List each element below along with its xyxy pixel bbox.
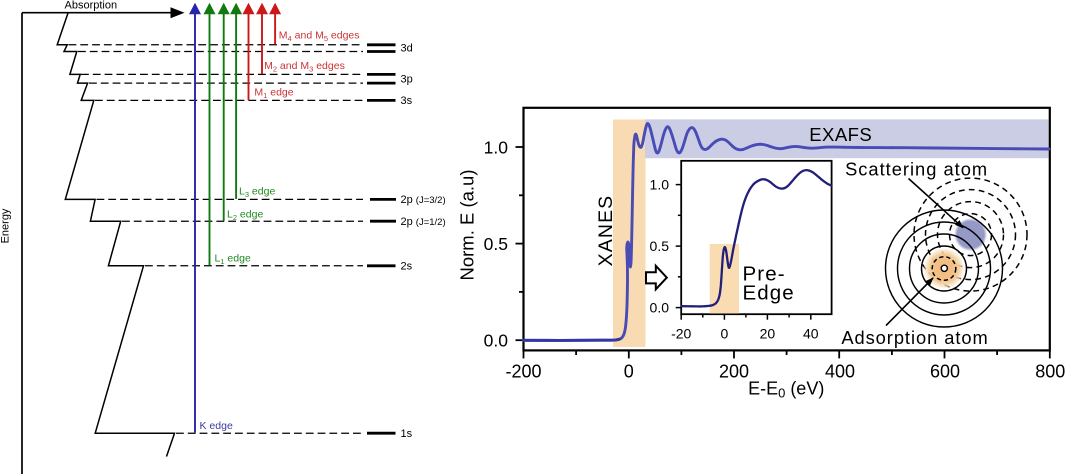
svg-text:M2 and M3 edges: M2 and M3 edges — [264, 60, 345, 74]
svg-text:1s: 1s — [401, 428, 413, 440]
svg-text:Adsorption atom: Adsorption atom — [841, 327, 988, 348]
svg-text:2s: 2s — [401, 260, 413, 272]
svg-text:L2 edge: L2 edge — [227, 208, 263, 222]
svg-text:K edge: K edge — [200, 420, 233, 432]
svg-text:EXAFS: EXAFS — [809, 124, 872, 145]
svg-text:2p (J=3/2): 2p (J=3/2) — [401, 194, 446, 206]
svg-text:M4 and M5 edges: M4 and M5 edges — [279, 29, 360, 43]
svg-text:L3 edge: L3 edge — [239, 185, 275, 199]
svg-text:200: 200 — [719, 362, 749, 382]
svg-text:3p: 3p — [401, 73, 413, 85]
svg-text:600: 600 — [930, 362, 960, 382]
svg-text:0: 0 — [624, 362, 634, 382]
svg-text:0.5: 0.5 — [650, 238, 670, 254]
svg-text:Energy: Energy — [0, 208, 12, 243]
svg-text:1.0: 1.0 — [484, 137, 509, 157]
svg-text:800: 800 — [1035, 362, 1065, 382]
svg-text:-200: -200 — [505, 362, 541, 382]
svg-text:-20: -20 — [671, 326, 691, 342]
svg-text:0.0: 0.0 — [650, 300, 670, 316]
svg-text:0.5: 0.5 — [484, 234, 508, 254]
svg-text:40: 40 — [803, 326, 819, 342]
svg-text:2p (J=1/2): 2p (J=1/2) — [401, 216, 446, 228]
svg-text:L1 edge: L1 edge — [215, 253, 251, 267]
svg-text:Norm. E (a.u): Norm. E (a.u) — [457, 169, 478, 280]
svg-text:Pre-: Pre- — [743, 263, 786, 286]
svg-text:1.0: 1.0 — [650, 177, 670, 193]
svg-text:M1 edge: M1 edge — [254, 87, 293, 101]
svg-text:400: 400 — [825, 362, 855, 382]
svg-text:Edge: Edge — [743, 281, 795, 304]
svg-text:XANES: XANES — [595, 195, 617, 267]
svg-text:20: 20 — [760, 326, 776, 342]
svg-text:E-E0 (eV): E-E0 (eV) — [748, 378, 824, 400]
svg-text:0.0: 0.0 — [484, 331, 509, 351]
svg-text:Absorption: Absorption — [65, 0, 118, 12]
svg-text:3s: 3s — [401, 95, 413, 107]
svg-text:Scattering atom: Scattering atom — [845, 158, 988, 179]
svg-text:3d: 3d — [401, 43, 413, 55]
svg-text:0: 0 — [721, 326, 729, 342]
